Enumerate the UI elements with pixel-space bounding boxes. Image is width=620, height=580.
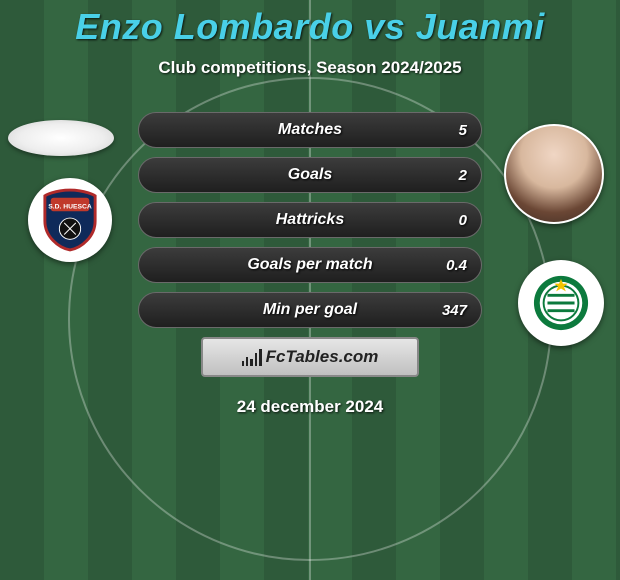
stat-right-value: 5: [443, 122, 467, 139]
watermark-badge: FcTables.com: [201, 337, 419, 377]
stat-row: Goals 2: [138, 157, 482, 193]
page-subtitle: Club competitions, Season 2024/2025: [0, 58, 620, 78]
stat-label: Goals per match: [139, 256, 481, 274]
stat-row: Matches 5: [138, 112, 482, 148]
club-right-badge: [518, 260, 604, 346]
club-left-badge: S.D. HUESCA: [28, 178, 112, 262]
stat-right-value: 0.4: [443, 257, 467, 274]
stat-row: Min per goal 347: [138, 292, 482, 328]
bar-chart-icon: [242, 348, 262, 366]
stat-label: Matches: [139, 121, 481, 139]
page-title: Enzo Lombardo vs Juanmi: [0, 6, 620, 48]
watermark-text: FcTables.com: [266, 347, 379, 367]
stat-label: Min per goal: [139, 301, 481, 319]
stat-label: Hattricks: [139, 211, 481, 229]
huesca-badge-icon: S.D. HUESCA: [41, 188, 99, 252]
content-overlay: Enzo Lombardo vs Juanmi Club competition…: [0, 0, 620, 580]
stat-right-value: 2: [443, 167, 467, 184]
player-right-avatar: [504, 124, 604, 224]
betis-badge-icon: [532, 274, 590, 332]
stat-row: Hattricks 0: [138, 202, 482, 238]
stat-label: Goals: [139, 166, 481, 184]
stat-right-value: 0: [443, 212, 467, 229]
stat-right-value: 347: [442, 302, 467, 319]
stat-row: Goals per match 0.4: [138, 247, 482, 283]
player-left-avatar: [8, 120, 114, 156]
date-label: 24 december 2024: [0, 397, 620, 417]
stats-table: Matches 5 Goals 2 Hattricks 0 Goals per …: [138, 112, 482, 328]
svg-text:S.D. HUESCA: S.D. HUESCA: [48, 203, 92, 210]
